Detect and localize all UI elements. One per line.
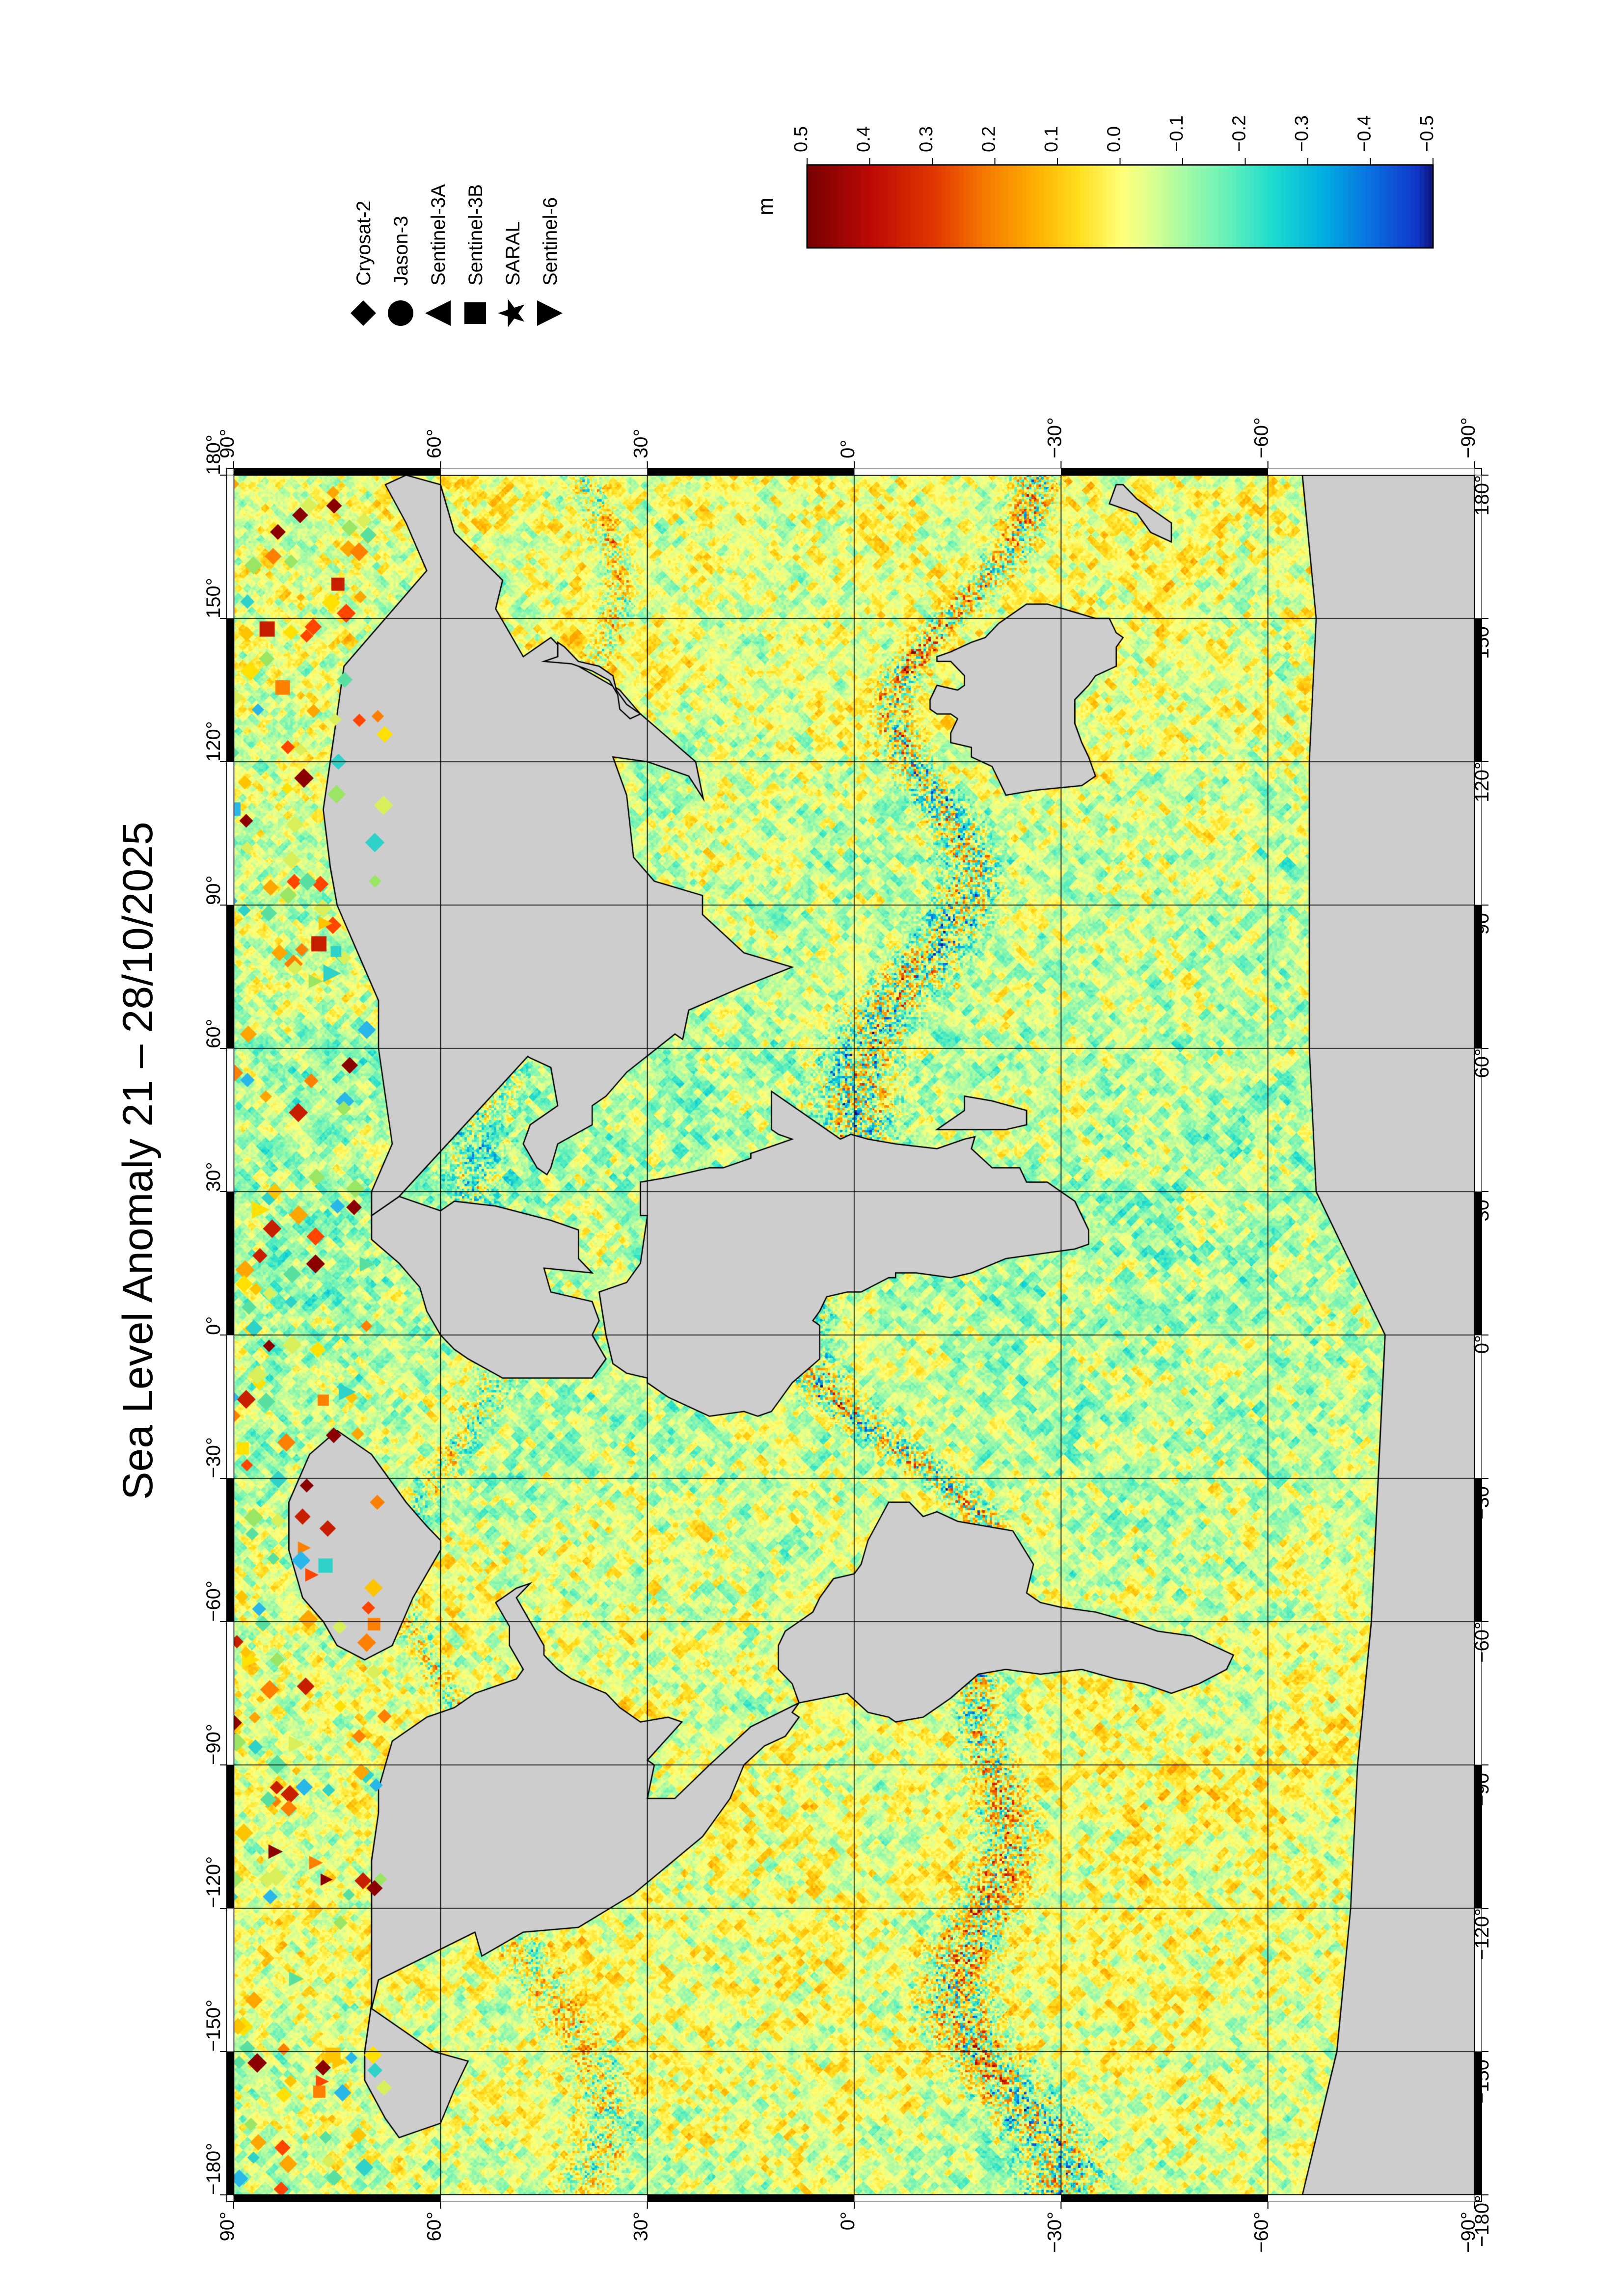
svg-text:90°: 90° [203,876,224,906]
svg-text:−0.4: −0.4 [1354,115,1375,152]
svg-text:150°: 150° [203,578,224,618]
svg-text:180°: 180° [1471,475,1493,516]
svg-text:0.4: 0.4 [854,126,874,152]
svg-text:0.5: 0.5 [791,126,812,152]
svg-text:120°: 120° [203,721,224,762]
svg-text:−180°: −180° [203,2143,224,2195]
svg-text:Sea Level Anomaly 21 – 28/10/2: Sea Level Anomaly 21 – 28/10/2025 [114,822,162,1500]
svg-text:SARAL: SARAL [502,221,524,286]
svg-text:−60°: −60° [1251,417,1272,458]
svg-text:−0.3: −0.3 [1292,115,1312,152]
svg-text:0.0: 0.0 [1104,126,1125,152]
svg-text:Sentinel‑3A: Sentinel‑3A [428,184,449,286]
svg-text:90°: 90° [216,429,238,459]
svg-text:−90°: −90° [1458,2212,1479,2253]
svg-text:0.3: 0.3 [916,126,937,152]
svg-text:−0.2: −0.2 [1229,115,1250,152]
svg-text:90°: 90° [1471,905,1493,935]
svg-text:60°: 60° [423,2212,445,2242]
svg-text:−150°: −150° [1471,2052,1493,2104]
svg-text:−30°: −30° [1044,417,1065,458]
svg-text:−0.5: −0.5 [1417,115,1437,152]
svg-text:0°: 0° [837,440,859,458]
svg-text:Jason‑3: Jason‑3 [390,216,412,286]
svg-text:60°: 60° [203,1019,224,1049]
svg-text:−30°: −30° [1044,2212,1065,2253]
svg-text:0.1: 0.1 [1041,126,1062,152]
svg-text:30°: 30° [630,429,652,459]
svg-text:−90°: −90° [203,1724,224,1765]
svg-text:Cryosat‑2: Cryosat‑2 [353,201,375,286]
svg-text:0°: 0° [1471,1335,1493,1354]
svg-text:0°: 0° [837,2212,859,2230]
svg-text:−90°: −90° [1458,417,1479,458]
svg-text:m: m [754,197,778,215]
svg-text:−60°: −60° [203,1580,224,1622]
svg-text:60°: 60° [423,429,445,459]
svg-text:0°: 0° [203,1316,224,1335]
svg-text:−0.1: −0.1 [1166,115,1187,152]
svg-text:30°: 30° [630,2212,652,2242]
svg-text:−60°: −60° [1251,2212,1272,2253]
svg-text:Sentinel‑6: Sentinel‑6 [540,197,561,286]
svg-text:−60°: −60° [1471,1622,1493,1663]
svg-text:−120°: −120° [1471,1908,1493,1960]
svg-text:90°: 90° [216,2212,238,2242]
svg-text:−120°: −120° [203,1856,224,1908]
svg-text:−150°: −150° [203,2000,224,2052]
svg-text:−30°: −30° [1471,1478,1493,1520]
svg-text:60°: 60° [1471,1048,1493,1078]
svg-text:0.2: 0.2 [979,126,1000,152]
svg-text:150°: 150° [1471,618,1493,659]
svg-text:−30°: −30° [203,1437,224,1478]
svg-text:−90°: −90° [1471,1765,1493,1806]
svg-text:120°: 120° [1471,762,1493,802]
svg-text:30°: 30° [203,1162,224,1192]
svg-text:Sentinel‑3B: Sentinel‑3B [465,184,487,286]
svg-text:30°: 30° [1471,1192,1493,1222]
